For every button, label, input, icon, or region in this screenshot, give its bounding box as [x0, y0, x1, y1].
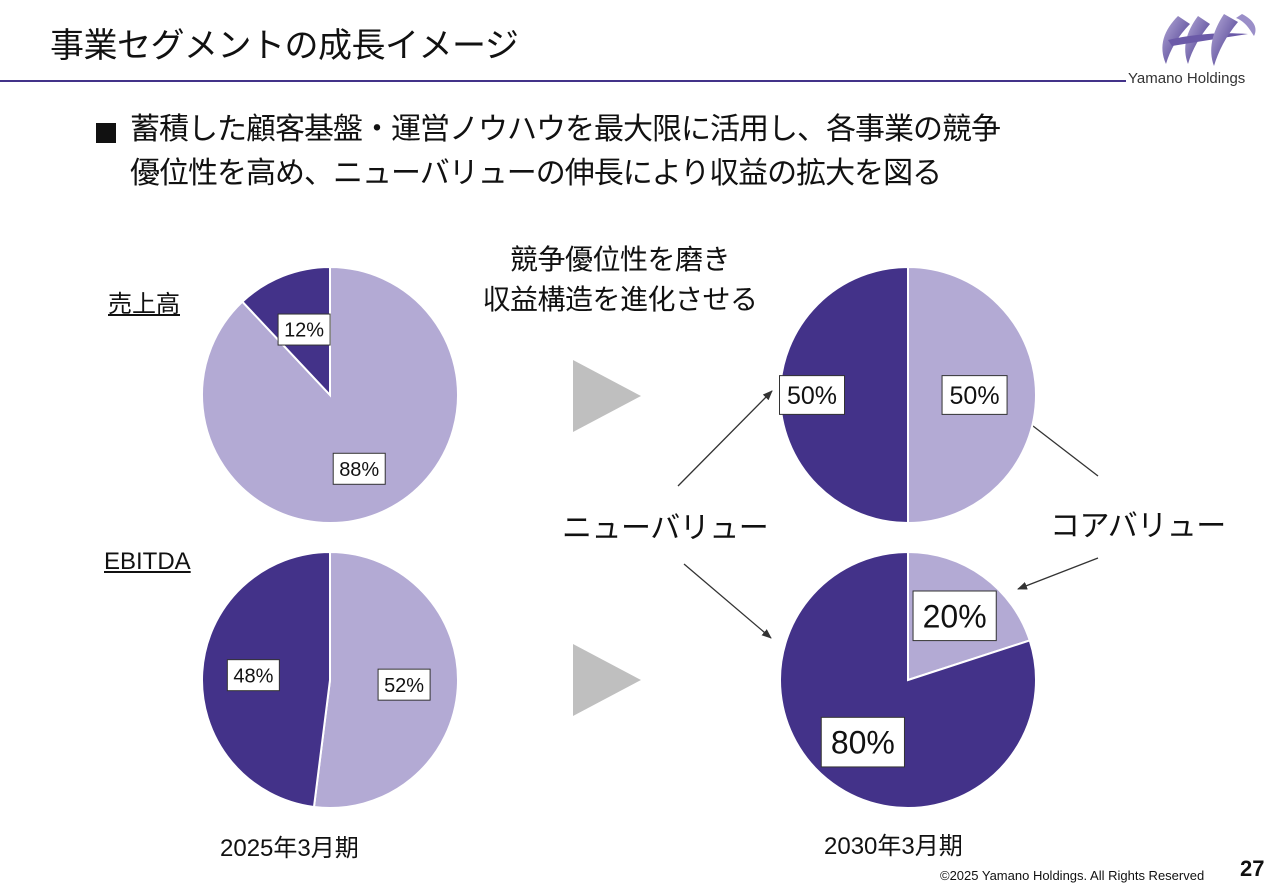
transition-arrow-bottom: [573, 644, 641, 716]
company-logo: [1162, 14, 1256, 66]
bullet-square: [96, 123, 116, 143]
pie-label-text: 50%: [950, 382, 1000, 410]
period-2030-label: 2030年3月期: [824, 833, 963, 860]
pie-label-sales-2030-core: 50%: [941, 375, 1008, 415]
company-name: Yamano Holdings: [1128, 70, 1246, 87]
core-value-arrow-down: [1017, 557, 1099, 590]
core-value-label: コアバリュー: [1050, 509, 1226, 544]
pie-label-text: 80%: [831, 725, 895, 761]
new-value-arrow-down: [683, 563, 772, 639]
pie-label-text: 88%: [339, 459, 379, 481]
pie-label-text: 20%: [923, 598, 987, 634]
page-title: 事業セグメントの成長イメージ: [50, 26, 519, 66]
pie-label-ebitda-2030-core: 20%: [912, 590, 997, 642]
pie-label-ebitda-2025-core: 52%: [377, 668, 431, 701]
new-value-arrow-up: [677, 390, 773, 487]
pie-label-sales-2025-new: 12%: [277, 313, 331, 346]
pie-label-text: 50%: [787, 382, 837, 410]
bullet-text: 蓄積した顧客基盤・運営ノウハウを最大限に活用し、各事業の競争 優位性を高め、ニュ…: [130, 108, 1001, 196]
bullet-line-1: 蓄積した顧客基盤・運営ノウハウを最大限に活用し、各事業の競争: [130, 112, 1001, 147]
transition-arrow-top: [573, 360, 641, 432]
caption-line-2: 収益構造を進化させる: [482, 283, 758, 316]
pie-label-text: 52%: [384, 675, 424, 697]
copyright-text: ©2025 Yamano Holdings. All Rights Reserv…: [940, 868, 1205, 883]
row-label-ebitda: EBITDA: [104, 548, 191, 575]
pie-label-text: 48%: [233, 665, 273, 687]
pie-label-sales-2030-new: 50%: [779, 375, 845, 415]
period-2025-label: 2025年3月期: [220, 835, 359, 862]
pie-label-ebitda-2030-new: 80%: [820, 716, 905, 768]
pie-label-ebitda-2025-new: 48%: [226, 659, 280, 692]
title-underline: [0, 80, 1126, 82]
center-caption: 競争優位性を磨き 収益構造を進化させる: [440, 240, 800, 320]
page-number: 27: [1240, 856, 1265, 881]
caption-line-1: 競争優位性を磨き: [509, 243, 731, 276]
row-label-sales: 売上高: [108, 290, 180, 318]
bullet-line-2: 優位性を高め、ニューバリューの伸長により収益の拡大を図る: [130, 156, 942, 191]
pie-label-sales-2025-core: 88%: [332, 452, 386, 485]
pie-label-text: 12%: [284, 320, 324, 342]
new-value-label: ニューバリュー: [562, 511, 769, 546]
